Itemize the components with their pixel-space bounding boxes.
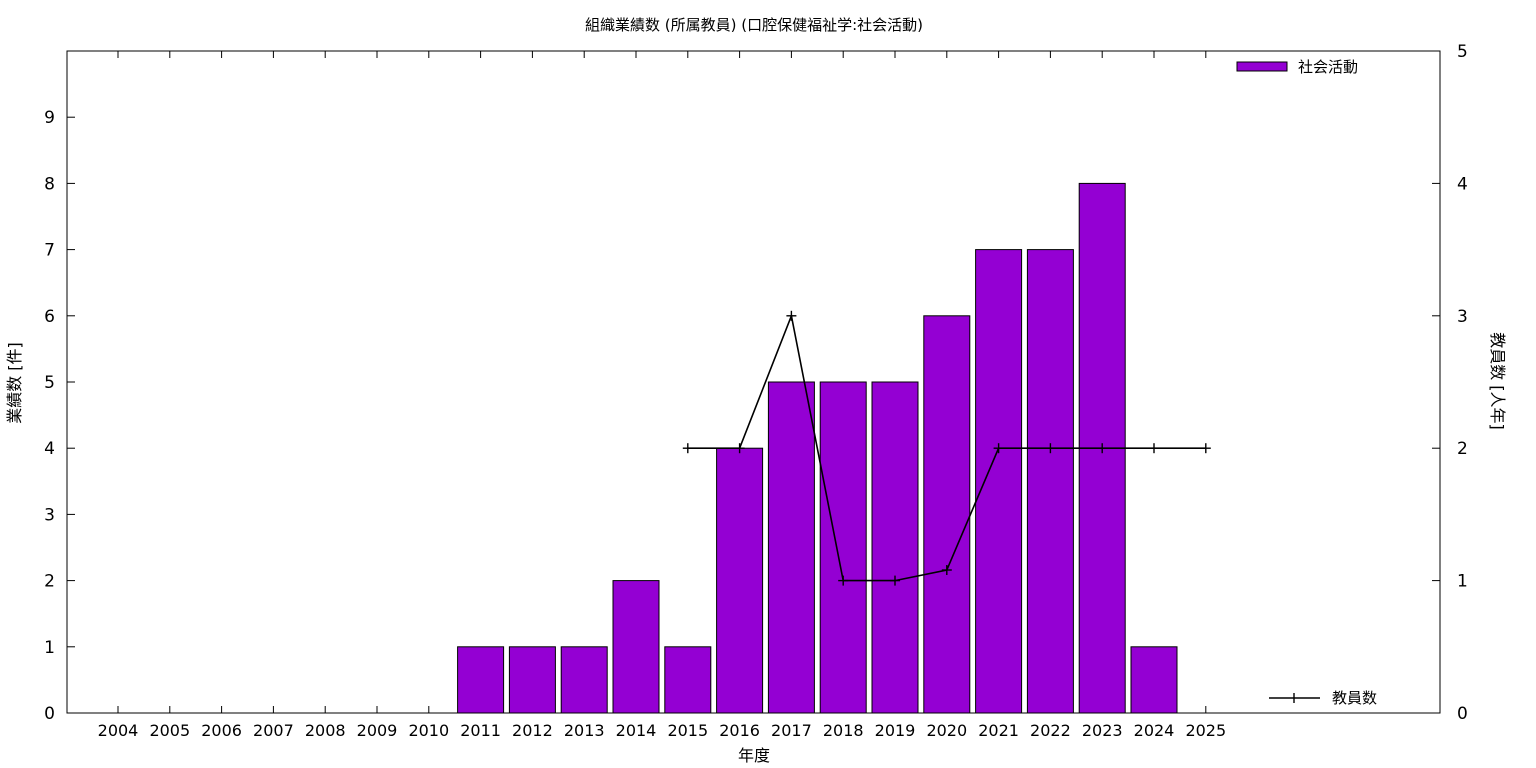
y2-tick-label: 1 bbox=[1457, 572, 1468, 592]
x-tick-label: 2015 bbox=[667, 721, 708, 740]
chart-title: 組織業績数 (所属教員) (口腔保健福祉学:社会活動) bbox=[585, 16, 923, 34]
bar bbox=[871, 381, 919, 714]
legend-label-line: 教員数 bbox=[1332, 689, 1377, 707]
bar bbox=[1026, 249, 1074, 714]
x-tick-label: 2013 bbox=[564, 721, 605, 740]
x-tick-label: 2018 bbox=[823, 721, 864, 740]
y-axis-label: 業績数 [件] bbox=[5, 342, 24, 424]
x-tick-label: 2009 bbox=[357, 721, 398, 740]
y-tick-label: 8 bbox=[44, 174, 55, 194]
x-axis-label: 年度 bbox=[738, 746, 770, 765]
x-tick-label: 2007 bbox=[253, 721, 294, 740]
x-tick-label: 2023 bbox=[1082, 721, 1123, 740]
y2-tick-label: 5 bbox=[1457, 42, 1468, 62]
x-tick-label: 2004 bbox=[98, 721, 139, 740]
x-tick-label: 2025 bbox=[1185, 721, 1226, 740]
legend-label-bar: 社会活動 bbox=[1298, 58, 1358, 76]
x-tick-label: 2008 bbox=[305, 721, 346, 740]
y-tick-label: 4 bbox=[44, 439, 55, 459]
bar bbox=[508, 646, 556, 714]
y-tick-label: 3 bbox=[44, 505, 55, 525]
bar bbox=[819, 381, 867, 714]
x-tick-label: 2022 bbox=[1030, 721, 1071, 740]
bar bbox=[457, 646, 505, 714]
bar bbox=[923, 315, 971, 714]
x-tick-label: 2017 bbox=[771, 721, 812, 740]
y-tick-label: 0 bbox=[44, 704, 55, 724]
bar bbox=[716, 447, 764, 714]
x-tick-label: 2016 bbox=[719, 721, 760, 740]
x-tick-label: 2019 bbox=[875, 721, 916, 740]
legend-swatch-bar bbox=[1236, 61, 1288, 72]
x-tick-label: 2021 bbox=[978, 721, 1019, 740]
y-tick-label: 1 bbox=[44, 638, 55, 658]
y2-tick-label: 3 bbox=[1457, 307, 1468, 327]
y2-tick-label: 2 bbox=[1457, 439, 1468, 459]
y-tick-label: 7 bbox=[44, 241, 55, 261]
bar bbox=[664, 646, 712, 714]
y-tick-label: 5 bbox=[44, 373, 55, 393]
x-tick-label: 2014 bbox=[616, 721, 657, 740]
bar bbox=[767, 381, 815, 714]
x-tick-label: 2012 bbox=[512, 721, 553, 740]
y-tick-label: 9 bbox=[44, 108, 55, 128]
x-tick-label: 2020 bbox=[926, 721, 967, 740]
y2-axis-label: 教員数 [人年] bbox=[1488, 332, 1507, 430]
plot-area: 0 1 2 3 4 5 6 7 8 9 0 1 2 3 4 5 2004 2005 2006 2007 2008 2009… bbox=[44, 42, 1468, 740]
x-tick-label: 2011 bbox=[460, 721, 501, 740]
x-tick-label: 2006 bbox=[201, 721, 242, 740]
y-tick-label: 2 bbox=[44, 572, 55, 592]
y2-tick-label: 4 bbox=[1457, 174, 1468, 194]
bar bbox=[612, 580, 660, 714]
x-tick-label: 2024 bbox=[1134, 721, 1175, 740]
bar bbox=[1130, 646, 1178, 714]
x-tick-label: 2010 bbox=[408, 721, 449, 740]
y2-tick-label: 0 bbox=[1457, 704, 1468, 724]
y-tick-label: 6 bbox=[44, 307, 55, 327]
x-tick-label: 2005 bbox=[149, 721, 190, 740]
bar bbox=[560, 646, 608, 714]
bar bbox=[975, 249, 1023, 714]
